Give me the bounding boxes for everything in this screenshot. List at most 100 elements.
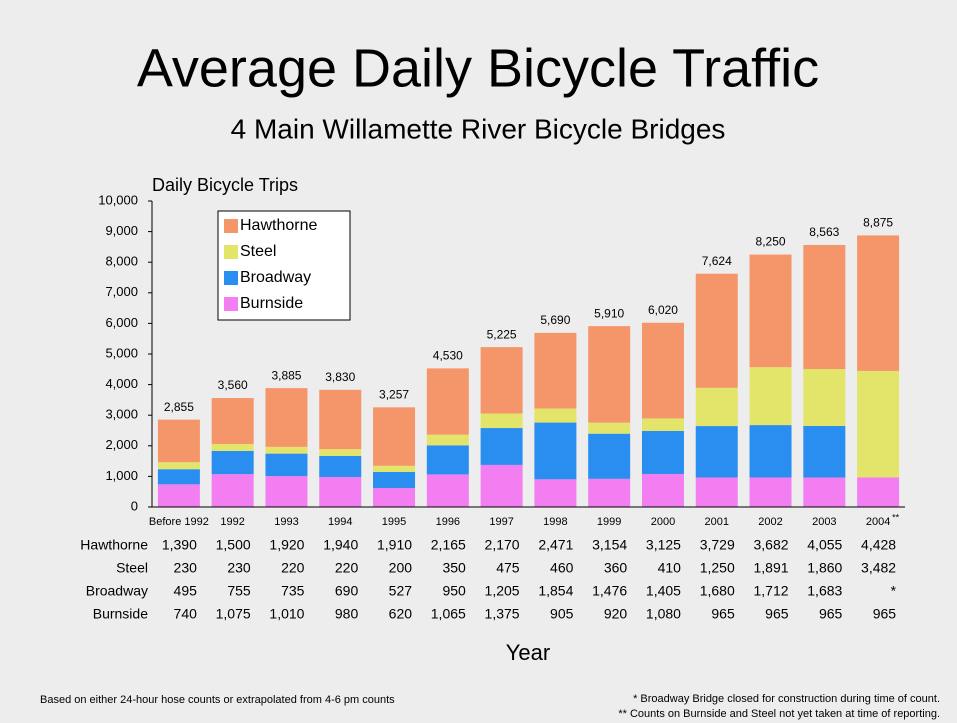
x-tick-label: 1994 [328,516,352,528]
table-value: 1,205 [485,583,520,599]
bar-segment [695,387,738,427]
table-value: 1,940 [323,537,358,553]
bar-segment [211,474,254,507]
x-axis-label: Year [506,640,550,665]
table-value: 1,390 [162,537,197,553]
total-label: 4,530 [433,349,463,363]
table-value: 220 [281,560,305,576]
table-value: * [891,583,897,599]
bar-segment [211,451,254,475]
bar-segment [749,254,792,368]
y-tick-label: 8,000 [105,254,138,269]
bar-segment [534,422,577,480]
table-value: 350 [442,560,466,576]
bar-segment [157,419,200,463]
table-value: 3,125 [646,537,681,553]
table-value: 1,860 [807,560,842,576]
x-tick-label: 1998 [543,516,567,528]
bar-segment [641,322,684,419]
table-value: 1,250 [700,560,735,576]
table-value: 1,476 [592,583,627,599]
table-value: 220 [335,560,359,576]
y-tick-label: 10,000 [98,192,138,207]
table-value: 230 [174,560,198,576]
table-value: 3,154 [592,537,627,553]
chart-subtitle: 4 Main Willamette River Bicycle Bridges [231,113,726,144]
bar-segment [426,434,469,446]
y-tick-label: 3,000 [105,407,138,422]
bar-segment [373,488,416,507]
bar-segment [749,477,792,507]
bar-segment [803,425,846,478]
x-tick-label: 2001 [705,516,729,528]
y-tick-label: 0 [131,498,138,513]
y-tick-label: 5,000 [105,345,138,360]
table-value: 3,729 [700,537,735,553]
bar-segment [641,430,684,474]
bar-segment [588,478,631,507]
bar-segment [426,474,469,507]
table-value: 2,170 [485,537,520,553]
table-value: 495 [174,583,198,599]
table-value: 1,500 [216,537,251,553]
table-value: 200 [389,560,413,576]
total-label: 2,855 [164,400,194,414]
table-value: 1,854 [538,583,573,599]
total-label: 8,563 [809,225,839,239]
y-tick-label: 6,000 [105,315,138,330]
total-label: 5,690 [540,313,570,327]
legend-swatch [224,219,238,233]
bar-segment [588,433,631,479]
bar-segment [480,464,523,507]
bar-segment [157,484,200,507]
x-tick-label: Before 1992 [149,516,209,528]
legend-label: Burnside [240,295,303,312]
y-tick-label: 2,000 [105,437,138,452]
table-row-label: Hawthorne [80,537,148,553]
table-value: 1,910 [377,537,412,553]
table-row-label: Burnside [93,606,148,622]
bar-segment [157,469,200,485]
table-value: 1,065 [431,606,466,622]
total-label: 5,225 [487,327,517,341]
total-label: 7,624 [702,254,732,268]
total-label: 3,560 [218,378,248,392]
total-label: 6,020 [648,303,678,317]
bar-segment [373,465,416,472]
legend-label: Hawthorne [240,217,317,234]
table-value: 4,428 [861,537,896,553]
x-tick-label: 1996 [436,516,460,528]
table-value: 527 [389,583,413,599]
table-value: 1,680 [700,583,735,599]
bar-segment [588,422,631,434]
bar-segment [211,443,254,452]
bar-segment [157,462,200,470]
x-tick-label: 1992 [220,516,244,528]
table-value: 230 [227,560,251,576]
legend-swatch [224,297,238,311]
bar-segment [857,235,900,371]
table-value: 1,080 [646,606,681,622]
table-value: 980 [335,606,359,622]
table-value: 360 [604,560,628,576]
bar-segment [319,477,362,507]
bar-segment [803,244,846,370]
y-tick-label: 1,000 [105,468,138,483]
bar-segment [695,477,738,507]
total-label: 5,910 [594,306,624,320]
bar-segment [211,398,254,444]
total-label: 3,257 [379,388,409,402]
legend-swatch [224,271,238,285]
table-value: 1,920 [269,537,304,553]
x-tick-label: 2003 [812,516,836,528]
table-value: 1,891 [753,560,788,576]
x-tick-label: 2000 [651,516,675,528]
total-label: 8,875 [863,216,893,230]
total-label: 3,830 [325,370,355,384]
bar-segment [534,408,577,423]
x-tick-label: 2004 [866,516,890,528]
legend-swatch [224,245,238,259]
table-value: 965 [765,606,789,622]
table-value: 690 [335,583,359,599]
